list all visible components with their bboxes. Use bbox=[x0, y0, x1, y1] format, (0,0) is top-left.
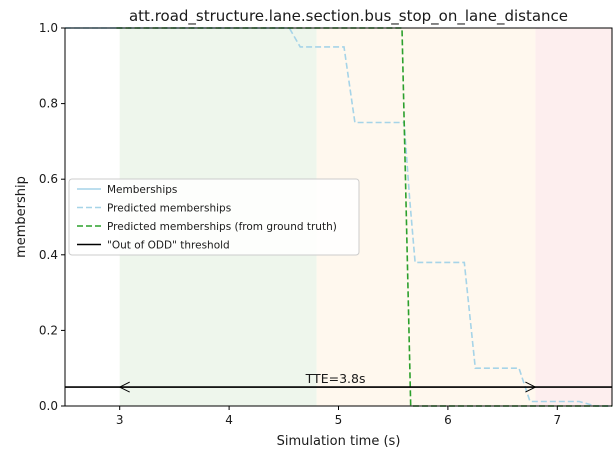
annotation-arrowhead-left-0 bbox=[118, 381, 130, 393]
annotation-layer: TTE=3.8s bbox=[118, 371, 537, 393]
x-tick-label-4: 7 bbox=[553, 413, 561, 427]
legend-label-1: Predicted memberships bbox=[107, 203, 231, 215]
legend-label-2: Predicted memberships (from ground truth… bbox=[107, 221, 337, 233]
y-tick-label-1: 0.2 bbox=[39, 323, 58, 337]
x-tick-label-3: 6 bbox=[444, 413, 452, 427]
x-axis-label: Simulation time (s) bbox=[277, 434, 401, 449]
y-axis-label: membership bbox=[14, 176, 29, 258]
legend-label-0: Memberships bbox=[107, 184, 177, 196]
chart-title: att.road_structure.lane.section.bus_stop… bbox=[129, 7, 568, 26]
y-tick-label-0: 0.0 bbox=[39, 399, 58, 413]
series-line-1 bbox=[65, 27, 612, 407]
y-axis-ticks: 0.0 0.2 0.4 0.6 0.8 1.0 bbox=[39, 21, 65, 413]
x-tick-label-2: 5 bbox=[335, 413, 343, 427]
legend-label-3: "Out of ODD" threshold bbox=[107, 240, 230, 252]
annotation-label-0: TTE=3.8s bbox=[305, 371, 366, 386]
legend: Memberships Predicted memberships Predicte… bbox=[68, 178, 360, 256]
background-region-3 bbox=[535, 28, 612, 406]
legend-box bbox=[68, 178, 360, 256]
y-tick-label-4: 0.8 bbox=[39, 97, 58, 111]
y-tick-label-2: 0.4 bbox=[39, 248, 58, 262]
x-axis-ticks: 3 4 5 6 7 bbox=[116, 406, 561, 427]
x-tick-label-1: 4 bbox=[225, 413, 233, 427]
y-tick-label-3: 0.6 bbox=[39, 172, 58, 186]
y-tick-label-5: 1.0 bbox=[39, 21, 58, 35]
x-tick-label-0: 3 bbox=[116, 413, 124, 427]
annotation-arrowhead-right-0 bbox=[525, 381, 537, 393]
